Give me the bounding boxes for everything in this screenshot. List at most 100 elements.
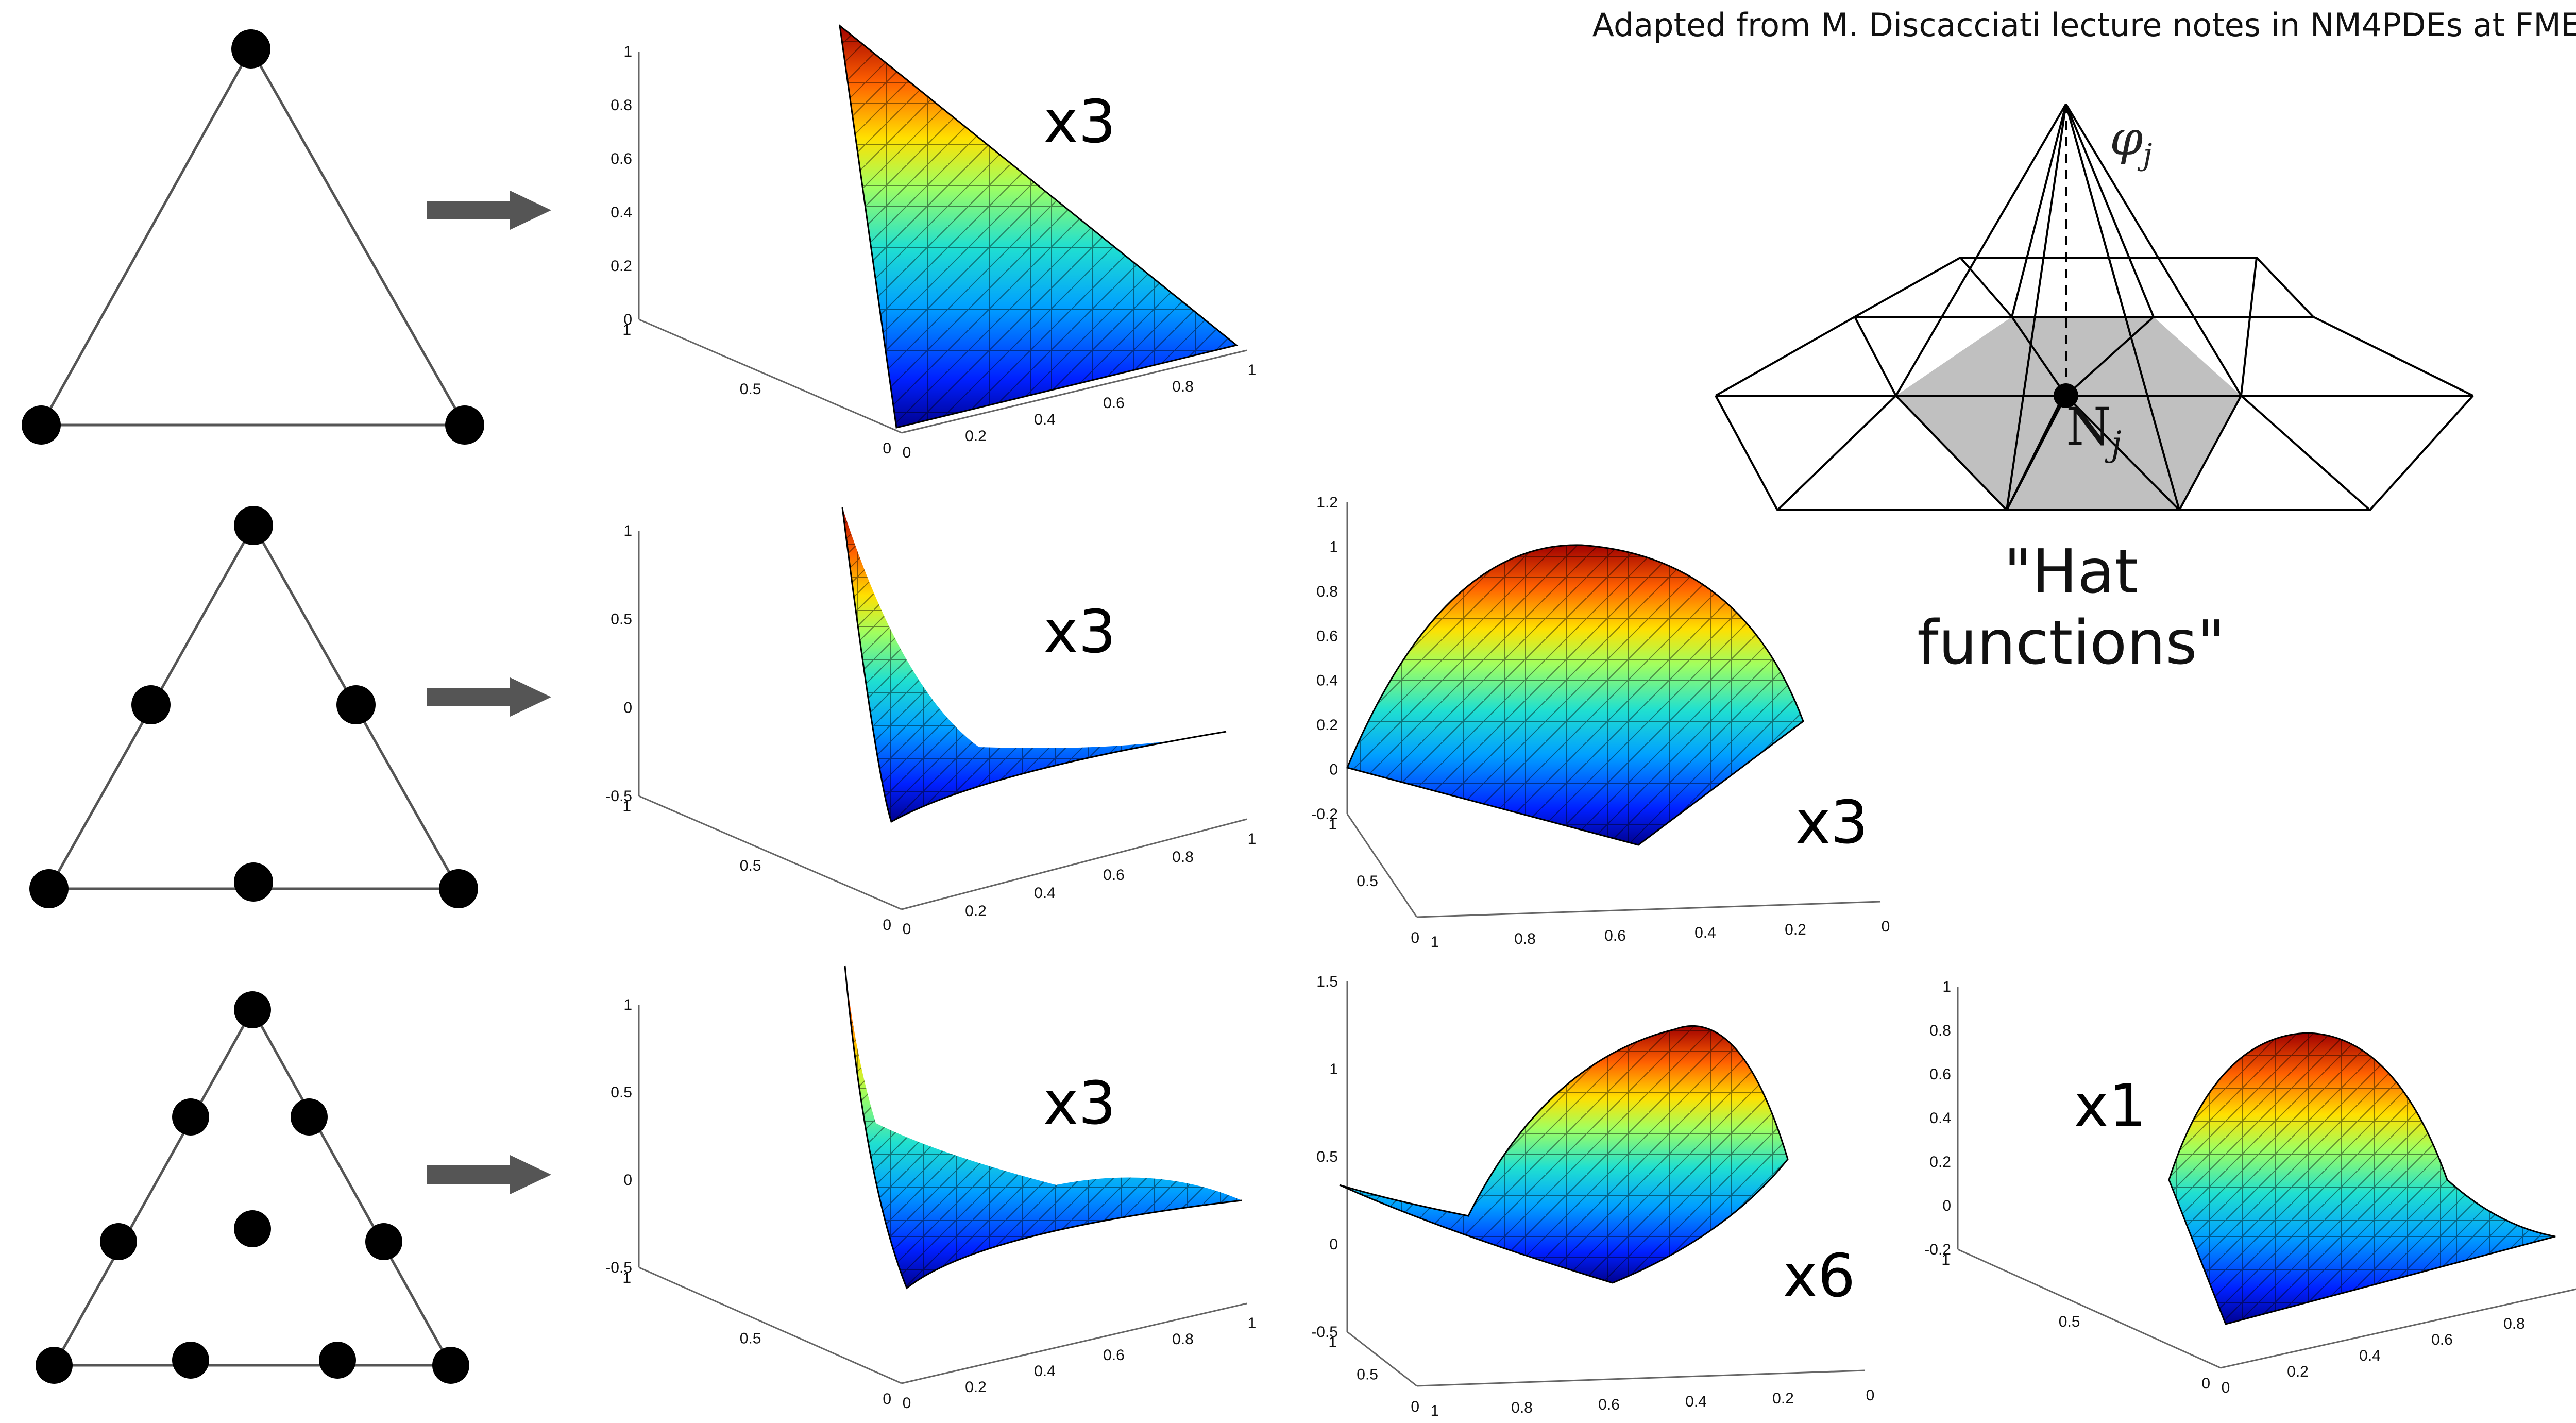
node-dot bbox=[234, 506, 273, 545]
plot-p1-basis bbox=[638, 24, 1247, 434]
axis-tick-label: 0.2 bbox=[611, 258, 632, 275]
hat-function-diagram bbox=[1715, 103, 2474, 511]
plot-p2-vertex-basis bbox=[638, 507, 1247, 910]
axis-tick-label: 1 bbox=[622, 321, 631, 338]
axis-tick-label: 0 bbox=[2201, 1375, 2210, 1392]
axis-tick-label: 0.6 bbox=[1604, 927, 1626, 944]
plot-p3-edge-basis bbox=[1339, 981, 1866, 1387]
axis-tick-label: 0.6 bbox=[1103, 1347, 1125, 1364]
axis-tick-label: 1 bbox=[1328, 1334, 1337, 1351]
axis-tick-label: 1 bbox=[1248, 831, 1257, 848]
axis-tick-label: 0.4 bbox=[1929, 1110, 1951, 1127]
axis-tick-label: 1 bbox=[622, 798, 631, 815]
axis-tick-label: -0.5 bbox=[1311, 1324, 1338, 1341]
hat-functions-caption: "Hat functions" bbox=[1917, 536, 2225, 678]
axis-tick-label: 0.2 bbox=[965, 903, 987, 920]
axis-tick-label: 0 bbox=[1411, 1398, 1419, 1415]
node-dot bbox=[36, 1347, 73, 1384]
axis-tick-label: 1 bbox=[623, 996, 632, 1013]
axis-tick-label: 0.2 bbox=[965, 428, 987, 445]
multiplicity-label: x3 bbox=[1043, 88, 1116, 157]
axis-tick-label: 0.2 bbox=[2287, 1363, 2309, 1380]
axis-tick-label: 0.5 bbox=[740, 381, 761, 398]
axis-tick-label: 0 bbox=[883, 1391, 891, 1408]
node-nj-label: Nj bbox=[2066, 397, 2122, 464]
axis-tick-label: 1 bbox=[623, 43, 632, 60]
axis-tick-label: 0.4 bbox=[1034, 1363, 1056, 1380]
axis-tick-label: 0.6 bbox=[1929, 1066, 1951, 1083]
axis-tick-label: 0.8 bbox=[2503, 1315, 2525, 1332]
axis-tick-label: 1 bbox=[1248, 362, 1257, 379]
phi-j-label: φj bbox=[2110, 111, 2153, 172]
axis-tick-label: 0 bbox=[1411, 929, 1419, 946]
axis-tick-label: 0.6 bbox=[611, 150, 632, 167]
axis-tick-label: 0.6 bbox=[1316, 628, 1338, 645]
axis-tick-label: 1 bbox=[1941, 1251, 1950, 1268]
axis-tick-label: 0.5 bbox=[740, 1330, 761, 1347]
axis-tick-label: 0.8 bbox=[1929, 1022, 1951, 1039]
node-dot bbox=[29, 869, 69, 908]
multiplicity-label: x3 bbox=[1043, 598, 1116, 667]
axis-tick-label: 0 bbox=[883, 917, 891, 934]
axis-tick-label: 0.6 bbox=[1103, 867, 1125, 884]
axis-tick-label: 0.8 bbox=[1172, 378, 1194, 395]
axis-tick-label: 0.4 bbox=[1694, 924, 1716, 941]
axis-tick-label: 0.6 bbox=[1598, 1396, 1620, 1413]
axis-tick-label: 1.2 bbox=[1316, 494, 1338, 511]
axis-tick-label: 0.5 bbox=[611, 611, 632, 628]
arrow-right-icon bbox=[427, 191, 551, 230]
multiplicity-label: x6 bbox=[1783, 1242, 1856, 1311]
axis-tick-label: 0.8 bbox=[611, 97, 632, 114]
axis-tick-label: 1 bbox=[622, 1269, 631, 1286]
triangle-p1 bbox=[22, 29, 484, 445]
axis-tick-label: 0.5 bbox=[740, 857, 761, 874]
axis-tick-label: 0.8 bbox=[1511, 1399, 1533, 1416]
axis-tick-label: 0.8 bbox=[1172, 1331, 1194, 1348]
node-dot bbox=[231, 29, 270, 69]
axis-tick-label: 0 bbox=[903, 444, 911, 461]
axis-tick-label: 0 bbox=[2222, 1379, 2230, 1396]
multiplicity-label: x3 bbox=[1043, 1069, 1116, 1138]
axis-tick-label: 0 bbox=[1329, 761, 1338, 778]
node-dot bbox=[22, 405, 61, 445]
node-dot bbox=[234, 1210, 271, 1247]
axis-tick-label: 0.2 bbox=[965, 1379, 987, 1396]
plot-p2-edge-basis bbox=[1346, 502, 1881, 918]
node-dot bbox=[365, 1223, 402, 1260]
axis-tick-label: 0.4 bbox=[1685, 1393, 1707, 1410]
axis-tick-label: 0.8 bbox=[1316, 583, 1338, 600]
axis-tick-label: 1 bbox=[1431, 934, 1439, 951]
node-dot bbox=[439, 869, 478, 908]
axis-tick-label: 1 bbox=[1329, 1061, 1338, 1078]
axis-tick-label: 0 bbox=[1866, 1387, 1875, 1404]
node-dot bbox=[319, 1342, 356, 1379]
axis-tick-label: 0.8 bbox=[1172, 849, 1194, 866]
node-dot bbox=[131, 685, 171, 724]
axis-tick-label: 0.5 bbox=[1316, 1148, 1338, 1165]
node-dot bbox=[172, 1342, 209, 1379]
axis-tick-label: 1 bbox=[1328, 816, 1337, 833]
axis-tick-label: 1 bbox=[1248, 1315, 1257, 1332]
axis-tick-label: 0 bbox=[903, 921, 911, 938]
multiplicity-label: x1 bbox=[2074, 1072, 2147, 1141]
plot-p3-bubble-basis bbox=[1957, 987, 2576, 1369]
axis-tick-label: 0.2 bbox=[1785, 921, 1806, 938]
axis-tick-label: 0.4 bbox=[2359, 1347, 2381, 1364]
axis-tick-label: 1 bbox=[1942, 978, 1951, 995]
axis-tick-label: 0.4 bbox=[1034, 411, 1056, 428]
axis-tick-label: 0.2 bbox=[1772, 1390, 1794, 1407]
axis-tick-label: 0 bbox=[1882, 918, 1890, 935]
axis-tick-label: 0 bbox=[903, 1395, 911, 1412]
axis-tick-label: 0.5 bbox=[1357, 873, 1378, 890]
axis-tick-label: 0 bbox=[623, 1172, 632, 1189]
axis-tick-label: 0.6 bbox=[1103, 395, 1125, 412]
node-dot bbox=[234, 862, 273, 902]
axis-tick-label: -0.2 bbox=[1924, 1241, 1951, 1258]
axis-tick-label: -0.5 bbox=[605, 788, 632, 805]
axis-tick-label: 0 bbox=[1329, 1236, 1338, 1253]
triangle-p3 bbox=[36, 991, 469, 1384]
node-dot bbox=[336, 685, 376, 724]
multiplicity-label: x3 bbox=[1795, 788, 1869, 857]
axis-tick-label: 0.2 bbox=[1316, 717, 1338, 734]
